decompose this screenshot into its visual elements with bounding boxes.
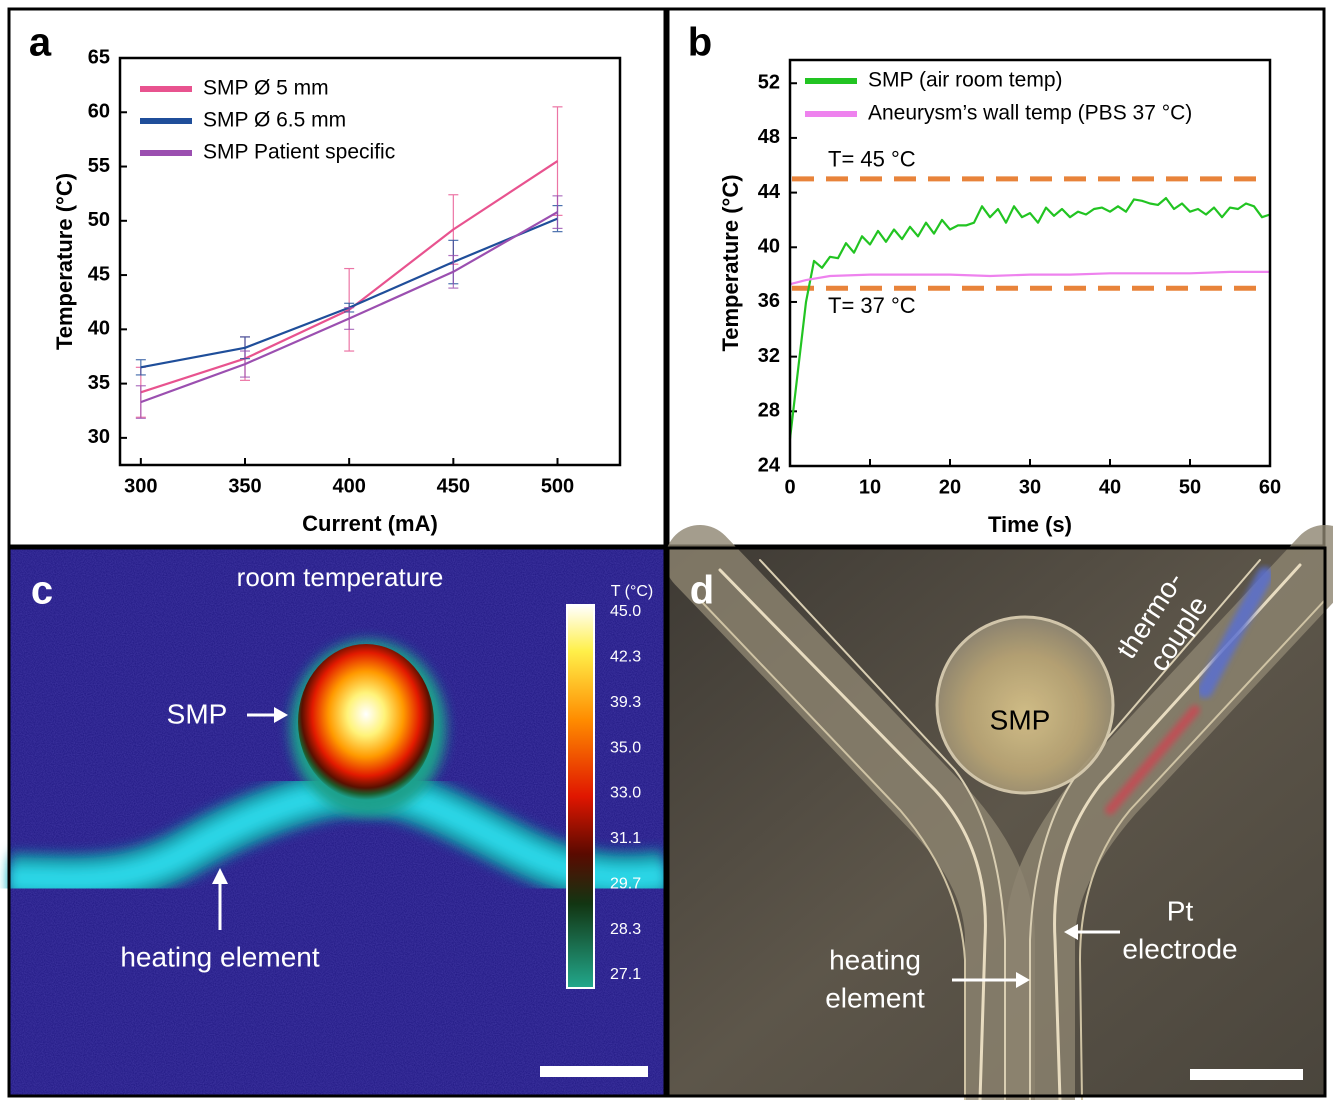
x-tick-label: 450: [437, 475, 470, 497]
panel-label: c: [31, 569, 53, 613]
x-axis-label: Time (s): [988, 512, 1072, 537]
y-tick-label: 30: [88, 426, 110, 448]
annotation: heating: [829, 944, 921, 975]
x-axis-label: Current (mA): [302, 511, 438, 536]
y-axis-label: Temperature (°C): [52, 173, 77, 350]
y-tick-label: 50: [88, 209, 110, 231]
colorbar-label: 35.0: [610, 739, 641, 756]
annotation: electrode: [1122, 933, 1237, 964]
x-tick-label: 500: [541, 475, 574, 497]
panel-frame: [666, 7, 1326, 548]
panel-frame: [666, 546, 1327, 1098]
y-tick-label: 32: [758, 345, 780, 367]
panel-frame: [7, 7, 667, 548]
colorbar-title: T (°C): [611, 583, 654, 600]
y-tick-label: 65: [88, 46, 110, 68]
y-tick-label: 40: [88, 318, 110, 340]
legend-label: SMP (air room temp): [868, 69, 1063, 92]
y-tick-label: 48: [758, 126, 780, 148]
x-tick-label: 10: [859, 476, 881, 498]
x-tick-label: 60: [1259, 476, 1281, 498]
y-tick-label: 24: [758, 454, 781, 476]
annotation: SMP: [167, 698, 228, 729]
thermal-image: [9, 548, 668, 1096]
colorbar-label: 42.3: [610, 649, 641, 666]
panel-label: b: [688, 21, 712, 65]
y-tick-label: 35: [88, 372, 110, 394]
x-tick-label: 20: [939, 476, 961, 498]
x-tick-label: 40: [1099, 476, 1121, 498]
legend-label: Aneurysm’s wall temp (PBS 37 °C): [868, 102, 1192, 125]
panel-label: d: [690, 569, 714, 613]
y-tick-label: 36: [758, 290, 780, 312]
colorbar-label: 27.1: [610, 966, 641, 983]
legend-label: SMP Ø 6.5 mm: [203, 109, 346, 132]
y-tick-label: 45: [88, 263, 110, 285]
annotation: SMP: [990, 704, 1051, 735]
y-tick-label: 52: [758, 72, 780, 94]
legend-label: SMP Patient specific: [203, 141, 395, 164]
legend-label: SMP Ø 5 mm: [203, 77, 329, 100]
photo-image: [665, 525, 1333, 1100]
colorbar-label: 45.0: [610, 603, 641, 620]
x-tick-label: 400: [332, 475, 365, 497]
colorbar-label: 31.1: [610, 830, 641, 847]
reference-label: T= 37 °C: [828, 293, 916, 318]
annotation: Pt: [1167, 895, 1194, 926]
series-line: [789, 270, 1270, 286]
x-tick-label: 50: [1179, 476, 1201, 498]
x-tick-label: 350: [228, 475, 261, 497]
y-tick-label: 55: [88, 155, 110, 177]
y-tick-label: 40: [758, 236, 780, 258]
x-tick-label: 0: [784, 476, 795, 498]
series-line: [140, 211, 559, 404]
x-tick-label: 30: [1019, 476, 1041, 498]
y-tick-label: 44: [758, 181, 781, 203]
colorbar-label: 39.3: [610, 694, 641, 711]
y-tick-label: 28: [758, 400, 780, 422]
annotation: room temperature: [237, 562, 444, 592]
colorbar-label: 29.7: [610, 875, 641, 892]
series-line: [788, 197, 1271, 439]
panel-label: a: [29, 21, 52, 65]
reference-label: T= 45 °C: [828, 147, 916, 172]
y-tick-label: 60: [88, 101, 110, 123]
plot-frame: [788, 58, 1272, 468]
x-tick-label: 300: [124, 475, 157, 497]
annotation: heating element: [120, 941, 319, 972]
y-axis-label: Temperature (°C): [718, 174, 743, 351]
plot-frame: [118, 56, 622, 467]
panel-frame: [7, 546, 667, 1098]
colorbar-label: 33.0: [610, 785, 641, 802]
colorbar-label: 28.3: [610, 921, 641, 938]
annotation: element: [825, 982, 925, 1013]
